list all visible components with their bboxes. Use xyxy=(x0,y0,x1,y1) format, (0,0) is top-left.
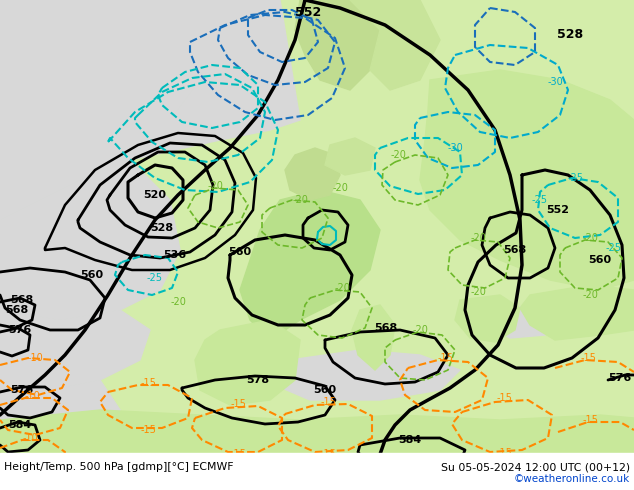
Text: -15: -15 xyxy=(140,378,156,388)
Polygon shape xyxy=(130,0,300,160)
Polygon shape xyxy=(285,148,340,200)
Text: -20: -20 xyxy=(332,183,348,193)
Polygon shape xyxy=(0,440,80,490)
Text: -20: -20 xyxy=(292,195,308,205)
Text: -20: -20 xyxy=(582,290,598,300)
Text: -25: -25 xyxy=(147,273,163,283)
Text: 568: 568 xyxy=(5,305,29,315)
Text: 576: 576 xyxy=(609,373,631,383)
Text: 568: 568 xyxy=(10,295,33,305)
Text: ©weatheronline.co.uk: ©weatheronline.co.uk xyxy=(514,474,630,484)
Polygon shape xyxy=(240,190,380,340)
Text: 568: 568 xyxy=(374,323,398,333)
Text: -25: -25 xyxy=(606,243,622,253)
Text: 578: 578 xyxy=(247,375,269,385)
Polygon shape xyxy=(520,285,634,340)
Text: -10: -10 xyxy=(27,353,43,363)
Text: -15: -15 xyxy=(230,399,246,409)
Text: -20: -20 xyxy=(390,150,406,160)
Text: 588: 588 xyxy=(8,473,32,483)
Text: 576: 576 xyxy=(10,385,33,395)
Text: Height/Temp. 500 hPa [gdmp][°C] ECMWF: Height/Temp. 500 hPa [gdmp][°C] ECMWF xyxy=(4,462,233,472)
Text: 560: 560 xyxy=(81,270,103,280)
Polygon shape xyxy=(0,310,150,390)
Text: -20: -20 xyxy=(470,287,486,297)
Text: 584: 584 xyxy=(398,435,422,445)
Polygon shape xyxy=(350,0,440,90)
Text: 528: 528 xyxy=(557,28,583,42)
Text: -20: -20 xyxy=(470,233,486,243)
Text: 552: 552 xyxy=(295,5,321,19)
Text: -10: -10 xyxy=(22,433,38,443)
Text: -20: -20 xyxy=(334,283,350,293)
Text: -30: -30 xyxy=(547,77,563,87)
Text: 520: 520 xyxy=(143,190,167,200)
Text: -30: -30 xyxy=(447,143,463,153)
Text: 560: 560 xyxy=(228,247,252,257)
Polygon shape xyxy=(0,160,180,320)
Text: -15: -15 xyxy=(582,415,598,425)
Text: -20: -20 xyxy=(582,233,598,243)
Text: -15: -15 xyxy=(496,448,512,458)
Polygon shape xyxy=(325,138,375,175)
Text: 528: 528 xyxy=(150,223,174,233)
Polygon shape xyxy=(455,295,520,342)
Text: -5: -5 xyxy=(17,460,27,470)
Text: Su 05-05-2024 12:00 UTC (00+12): Su 05-05-2024 12:00 UTC (00+12) xyxy=(441,462,630,472)
Text: -20: -20 xyxy=(207,181,223,191)
Text: -15: -15 xyxy=(230,449,246,459)
Text: 536: 536 xyxy=(164,250,186,260)
Text: 560: 560 xyxy=(588,255,612,265)
Polygon shape xyxy=(352,305,395,370)
Text: -20: -20 xyxy=(170,297,186,307)
Polygon shape xyxy=(295,0,380,90)
Text: -15: -15 xyxy=(437,353,453,363)
Bar xyxy=(0,453,634,490)
Text: -25: -25 xyxy=(568,173,584,183)
Polygon shape xyxy=(488,305,560,338)
Text: 584: 584 xyxy=(8,420,31,430)
Text: -10: -10 xyxy=(24,391,40,401)
Text: -15: -15 xyxy=(320,449,336,459)
Text: -10: -10 xyxy=(562,453,578,463)
Text: -15: -15 xyxy=(320,397,336,407)
Polygon shape xyxy=(0,0,200,220)
Polygon shape xyxy=(420,70,634,290)
Polygon shape xyxy=(195,320,300,405)
Polygon shape xyxy=(0,410,634,490)
Text: -25: -25 xyxy=(532,195,548,205)
Text: 560: 560 xyxy=(313,385,337,395)
Text: -15: -15 xyxy=(580,353,596,363)
Text: -15: -15 xyxy=(140,425,156,435)
Text: 568: 568 xyxy=(503,245,527,255)
Text: -15: -15 xyxy=(496,393,512,403)
Polygon shape xyxy=(0,380,120,450)
Text: 552: 552 xyxy=(547,205,569,215)
Text: -20: -20 xyxy=(412,325,428,335)
Text: 576: 576 xyxy=(8,325,31,335)
Polygon shape xyxy=(275,350,460,400)
